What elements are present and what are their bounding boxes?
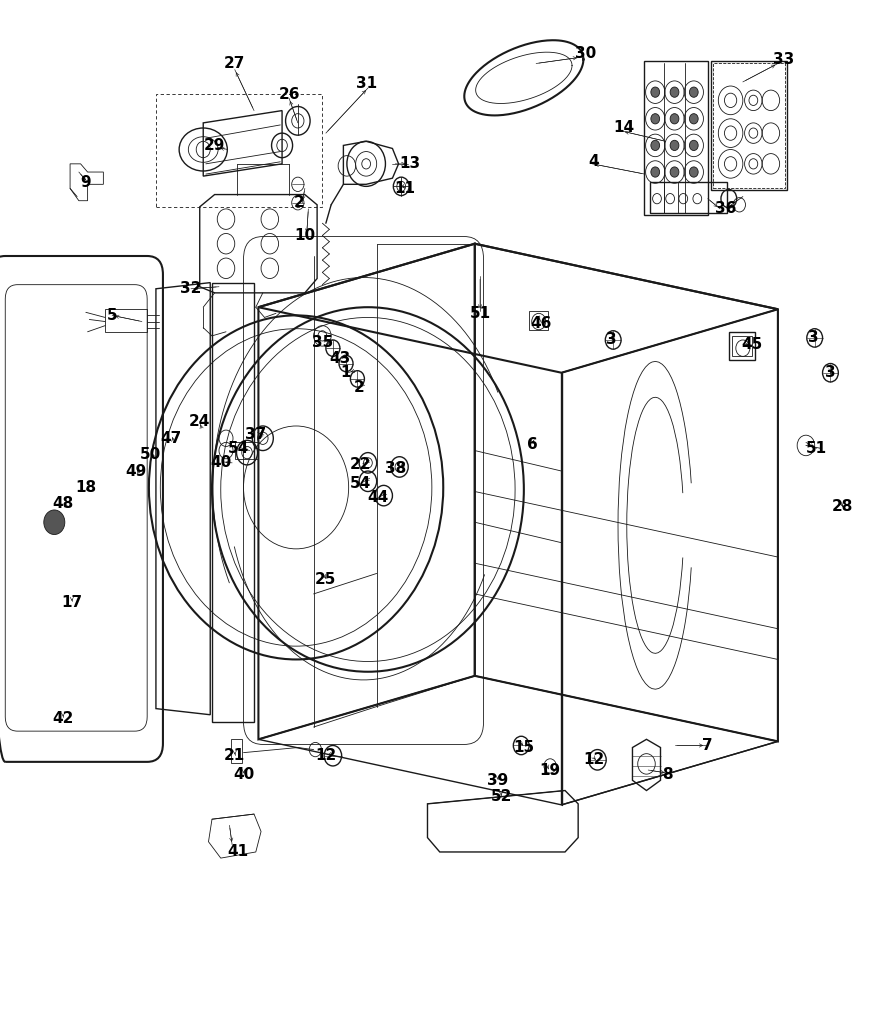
Text: 21: 21: [224, 749, 245, 763]
Circle shape: [689, 140, 698, 151]
Text: 17: 17: [61, 595, 82, 609]
Text: 37: 37: [245, 427, 266, 441]
Circle shape: [670, 140, 679, 151]
Circle shape: [670, 114, 679, 124]
Text: 49: 49: [125, 464, 146, 478]
Text: 39: 39: [487, 773, 508, 787]
Circle shape: [651, 167, 660, 177]
Text: 2: 2: [294, 196, 305, 210]
Text: 43: 43: [329, 351, 350, 366]
Text: 22: 22: [350, 458, 371, 472]
Text: 24: 24: [189, 415, 210, 429]
Text: 31: 31: [356, 77, 377, 91]
Circle shape: [689, 114, 698, 124]
Text: 36: 36: [715, 202, 736, 216]
Circle shape: [651, 87, 660, 97]
Circle shape: [651, 140, 660, 151]
Text: 42: 42: [53, 712, 74, 726]
Text: 2: 2: [354, 380, 364, 394]
Circle shape: [651, 114, 660, 124]
Text: 51: 51: [806, 441, 827, 456]
Circle shape: [670, 87, 679, 97]
Circle shape: [670, 167, 679, 177]
Circle shape: [44, 510, 65, 535]
Text: 54: 54: [350, 476, 371, 490]
Text: 40: 40: [210, 456, 231, 470]
Text: 52: 52: [491, 790, 512, 804]
Text: 3: 3: [825, 366, 836, 380]
Text: 32: 32: [180, 282, 201, 296]
Text: 10: 10: [294, 228, 315, 243]
Text: 14: 14: [613, 121, 634, 135]
Circle shape: [689, 167, 698, 177]
Text: 8: 8: [662, 767, 673, 781]
Text: 50: 50: [140, 447, 161, 462]
Text: 15: 15: [513, 740, 534, 755]
Text: 33: 33: [774, 52, 795, 67]
Text: 28: 28: [832, 500, 853, 514]
Text: 27: 27: [224, 56, 245, 71]
Text: 18: 18: [75, 480, 96, 495]
Text: 4: 4: [589, 155, 599, 169]
Text: 12: 12: [583, 753, 604, 767]
Text: 54: 54: [228, 441, 249, 456]
Text: 7: 7: [703, 738, 713, 753]
Text: 30: 30: [575, 46, 596, 60]
Text: 48: 48: [53, 497, 74, 511]
Text: 11: 11: [394, 181, 415, 196]
Text: 40: 40: [233, 767, 254, 781]
Text: 26: 26: [279, 87, 300, 101]
Text: 5: 5: [107, 308, 117, 323]
Text: 47: 47: [160, 431, 181, 445]
Text: 6: 6: [527, 437, 538, 452]
Text: 45: 45: [741, 337, 762, 351]
Text: 29: 29: [204, 138, 225, 153]
Text: 35: 35: [312, 335, 333, 349]
Text: 41: 41: [228, 845, 249, 859]
Text: 9: 9: [81, 175, 91, 189]
Text: 3: 3: [808, 331, 818, 345]
Text: 25: 25: [315, 572, 336, 587]
Text: 46: 46: [531, 316, 552, 331]
Text: 13: 13: [399, 157, 420, 171]
Text: 44: 44: [368, 490, 389, 505]
Text: 19: 19: [540, 763, 561, 777]
Circle shape: [689, 87, 698, 97]
Text: 38: 38: [385, 462, 406, 476]
Text: 3: 3: [606, 333, 617, 347]
Text: 51: 51: [470, 306, 491, 321]
Text: 12: 12: [315, 749, 336, 763]
Text: 1: 1: [341, 366, 351, 380]
